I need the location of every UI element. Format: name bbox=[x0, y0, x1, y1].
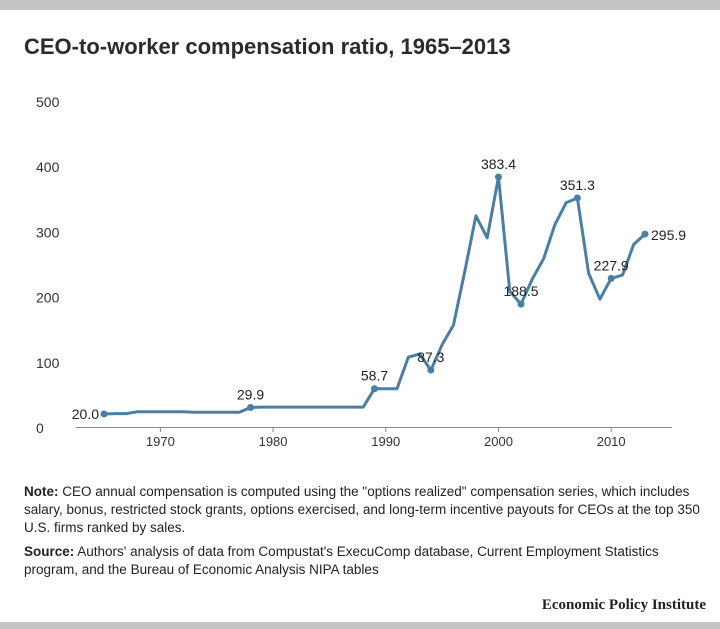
data-point bbox=[494, 173, 502, 181]
data-point bbox=[517, 300, 525, 308]
source-label: Source: bbox=[24, 544, 75, 559]
data-label: 20.0 bbox=[72, 406, 99, 422]
data-point bbox=[100, 410, 108, 418]
y-tick-label: 0 bbox=[36, 420, 44, 436]
data-point bbox=[371, 385, 378, 393]
x-tick-label: 2000 bbox=[484, 434, 513, 449]
bottom-border bbox=[0, 622, 720, 629]
data-label: 383.4 bbox=[481, 156, 516, 172]
data-point bbox=[247, 404, 255, 412]
y-tick-label: 400 bbox=[36, 159, 60, 175]
brand-logo-text: Economic Policy Institute bbox=[541, 597, 706, 613]
x-tick-label: 2010 bbox=[597, 434, 626, 449]
data-label: 188.5 bbox=[503, 283, 538, 299]
data-point bbox=[573, 194, 581, 202]
data-label: 227.9 bbox=[594, 257, 629, 273]
x-tick-label: 1990 bbox=[371, 434, 400, 449]
x-tick-label: 1970 bbox=[146, 434, 175, 449]
data-point bbox=[641, 230, 649, 238]
note-text: Note: CEO annual compensation is compute… bbox=[24, 483, 704, 537]
top-border bbox=[0, 0, 720, 10]
data-point bbox=[427, 366, 435, 374]
note-label: Note: bbox=[24, 484, 59, 499]
note-body: CEO annual compensation is computed usin… bbox=[24, 484, 700, 535]
data-label: 58.7 bbox=[361, 368, 388, 384]
data-label: 351.3 bbox=[560, 177, 595, 193]
y-tick-label: 100 bbox=[36, 355, 60, 371]
notes-section: Note: CEO annual compensation is compute… bbox=[24, 483, 704, 585]
source-text: Source: Authors' analysis of data from C… bbox=[24, 543, 704, 579]
data-point bbox=[607, 274, 615, 282]
source-body: Authors' analysis of data from Compustat… bbox=[24, 544, 659, 577]
data-label: 29.9 bbox=[237, 387, 264, 403]
chart-title: CEO-to-worker compensation ratio, 1965–2… bbox=[24, 34, 511, 59]
y-tick-label: 300 bbox=[36, 224, 60, 240]
x-tick-label: 1980 bbox=[259, 434, 288, 449]
data-label: 87.3 bbox=[417, 349, 444, 365]
line-chart: 0 100 200 300 400 500 1970 1980 1990 2000 2010 20.0… bbox=[36, 94, 686, 449]
y-tick-label: 200 bbox=[36, 290, 60, 306]
y-tick-label: 500 bbox=[36, 94, 60, 110]
data-label: 295.9 bbox=[651, 227, 686, 243]
